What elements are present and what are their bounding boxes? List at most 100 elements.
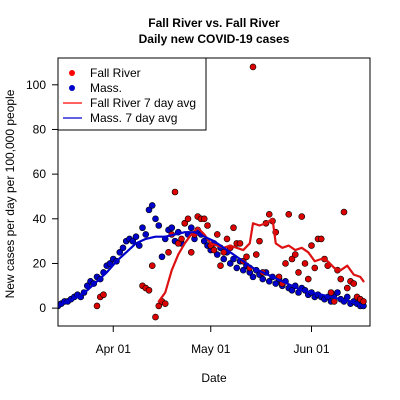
point-mass [132, 233, 140, 240]
point-mass [119, 244, 127, 252]
x-axis-label: Date [201, 371, 227, 385]
point-fall-river [230, 224, 237, 232]
point-mass [230, 255, 237, 263]
point-fall-river [308, 242, 315, 249]
point-fall-river [148, 262, 156, 270]
point-fall-river [93, 302, 101, 310]
line-fall-river-7-day-avg [157, 217, 365, 303]
line-mass-7-day-avg [58, 231, 365, 307]
point-fall-river [155, 302, 163, 310]
point-mass [220, 255, 228, 263]
legend-box [57, 57, 207, 131]
point-fall-river [295, 269, 302, 276]
point-mass [259, 275, 267, 283]
point-fall-river [343, 284, 351, 292]
point-fall-river [337, 275, 345, 283]
y-tick-label: 80 [33, 122, 47, 136]
y-tick-label: 40 [33, 212, 47, 226]
point-fall-river [145, 286, 153, 294]
point-mass [213, 251, 221, 258]
point-mass [187, 224, 195, 232]
legend-label-mass-7-day-avg: Mass. 7 day avg [90, 111, 177, 125]
point-mass [158, 253, 166, 261]
point-fall-river [178, 235, 185, 243]
point-fall-river [210, 246, 218, 254]
point-fall-river [317, 235, 325, 243]
point-fall-river [249, 63, 257, 71]
y-tick-label: 0 [39, 301, 46, 315]
point-fall-river [200, 215, 208, 223]
x-tick-label: Jun 01 [293, 342, 329, 356]
point-fall-river [181, 219, 189, 227]
point-fall-river [213, 231, 221, 238]
point-fall-river [165, 249, 172, 256]
y-tick-label: 60 [33, 167, 47, 181]
point-fall-river [171, 188, 179, 196]
point-fall-river [217, 262, 224, 270]
chart-subtitle: Daily new COVID-19 cases [139, 32, 290, 46]
point-fall-river [285, 211, 293, 218]
legend-label-fall-river-7-day-avg: Fall River 7 day avg [90, 96, 196, 110]
point-mass [288, 286, 296, 294]
x-axis: Apr 01 May 01 Jun 01 [96, 326, 330, 356]
y-tick-label: 100 [26, 78, 46, 92]
y-axis: 0 20 40 60 80 100 [26, 78, 58, 315]
plot-frame [57, 57, 371, 327]
x-tick-label: Apr 01 [96, 342, 132, 356]
legend-marker-mass [69, 85, 75, 91]
x-tick-label: May 01 [191, 342, 231, 356]
point-fall-river [236, 240, 244, 247]
point-fall-river [187, 249, 195, 256]
point-mass [145, 206, 153, 214]
point-mass [116, 249, 124, 256]
point-fall-river [288, 255, 296, 263]
legend-marker-fall-river [69, 70, 75, 76]
legend-label-fall-river: Fall River [90, 66, 141, 80]
point-mass [233, 264, 241, 272]
y-tick-label: 20 [33, 256, 47, 270]
point-fall-river [252, 251, 260, 258]
point-mass [155, 222, 163, 229]
point-mass [249, 273, 257, 281]
point-mass [106, 260, 114, 267]
point-mass [142, 231, 150, 238]
point-fall-river [243, 253, 250, 261]
point-fall-river [360, 298, 367, 305]
point-mass [265, 278, 273, 285]
point-fall-river [220, 249, 228, 256]
point-fall-river [327, 289, 335, 296]
point-mass [168, 224, 176, 232]
point-mass [152, 215, 159, 223]
point-fall-river [330, 298, 338, 305]
point-mass [200, 237, 208, 245]
y-axis-label: New cases per day per 100,000 people [3, 89, 17, 298]
point-fall-river [291, 251, 299, 258]
point-mass [334, 289, 341, 296]
point-fall-river [161, 300, 169, 307]
point-fall-river [311, 264, 319, 272]
legend-label-mass: Mass. [90, 81, 122, 95]
point-fall-river [152, 313, 159, 321]
point-mass [272, 280, 280, 287]
point-mass [226, 260, 234, 267]
point-mass [148, 202, 156, 209]
point-fall-river [174, 240, 182, 247]
point-fall-river [223, 235, 231, 243]
point-fall-river [350, 280, 358, 287]
point-fall-river [204, 222, 211, 229]
point-fall-river [304, 275, 312, 283]
point-fall-river [100, 291, 107, 299]
point-fall-river [340, 208, 348, 216]
point-fall-river [256, 237, 263, 245]
point-mass [239, 266, 247, 274]
point-mass [343, 293, 351, 301]
point-mass [129, 237, 137, 245]
point-fall-river [301, 260, 309, 267]
point-fall-river [298, 213, 306, 220]
series-fall-river [93, 63, 367, 321]
point-fall-river [184, 215, 192, 223]
point-fall-river [265, 211, 273, 218]
point-mass [139, 224, 146, 232]
